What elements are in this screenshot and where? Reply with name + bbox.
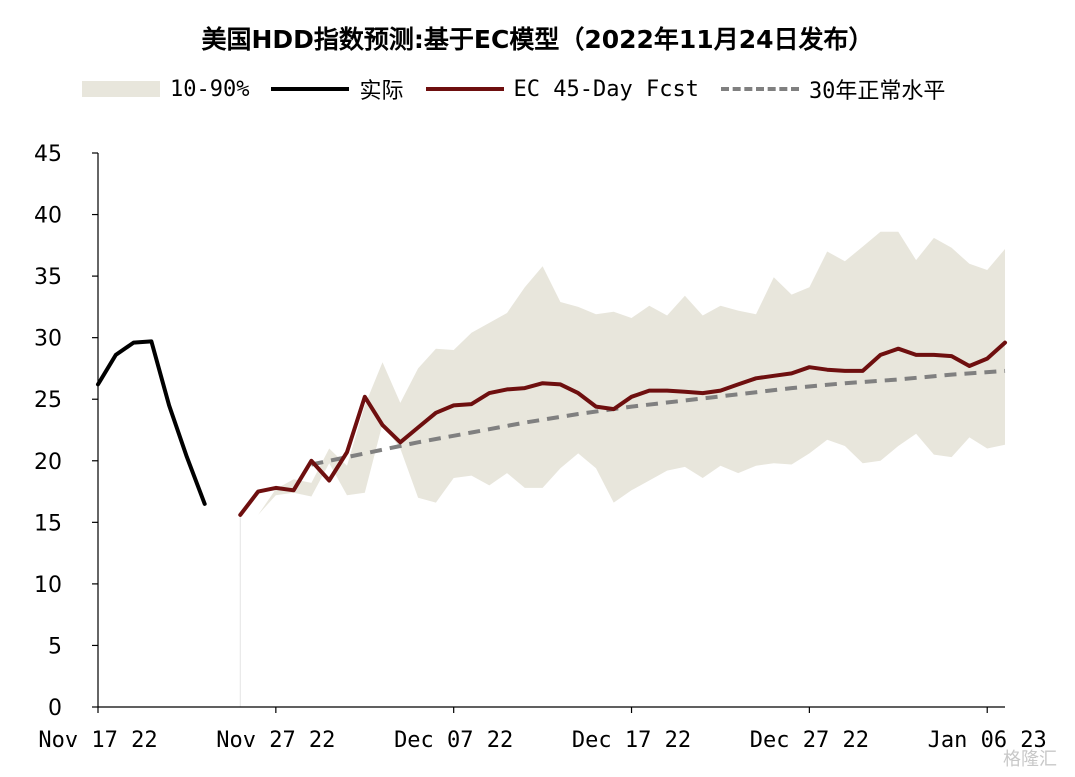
y-tick-label-15: 15 [34, 511, 62, 536]
legend-item-band: 10-90% [82, 77, 249, 102]
y-tick-label-40: 40 [34, 204, 62, 229]
chart-title: 美国HDD指数预测:基于EC模型（2022年11月24日发布） [201, 25, 874, 54]
watermark: 格隆汇 [1003, 749, 1057, 770]
legend-item-actual: 实际 [271, 73, 404, 105]
legend-swatch-forecast [425, 87, 504, 91]
legend-label-normal: 30年正常水平 [808, 79, 946, 104]
y-tick-label-20: 20 [34, 450, 62, 475]
y-tick-label-45: 45 [34, 142, 62, 167]
y-tick-label-30: 30 [34, 327, 62, 352]
x-tick-label-2: Dec 07 22 [394, 728, 513, 753]
series-line-actual [96, 339, 207, 506]
x-tick-label-0: Nov 17 22 [38, 728, 157, 753]
band-10-90 [258, 231, 1006, 515]
x-tick-label-5: Jan 06 23 [928, 728, 1047, 753]
x-tick-label-1: Nov 27 22 [216, 728, 335, 753]
y-tick-label-5: 5 [48, 634, 62, 659]
y-tick-label-25: 25 [34, 388, 62, 413]
legend: 10-90% 实际 EC 45-Day Fcst 30年正常水平 [82, 74, 967, 104]
legend-swatch-band [82, 81, 160, 97]
legend-item-normal: 30年正常水平 [720, 73, 946, 105]
y-tick-label-10: 10 [34, 573, 62, 598]
legend-swatch-actual [271, 87, 350, 91]
x-tick-label-4: Dec 27 22 [750, 728, 869, 753]
y-tick-label-0: 0 [48, 696, 62, 721]
x-tick-label-3: Dec 17 22 [572, 728, 691, 753]
y-tick-label-35: 35 [34, 265, 62, 290]
legend-label-band: 10-90% [170, 76, 250, 102]
legend-label-actual: 实际 [359, 79, 404, 104]
legend-swatch-normal [720, 87, 799, 91]
series-line-normal [310, 368, 1006, 467]
series-line-forecast [238, 340, 1007, 517]
legend-item-forecast: EC 45-Day Fcst [425, 76, 699, 102]
legend-label-forecast: EC 45-Day Fcst [513, 76, 699, 102]
